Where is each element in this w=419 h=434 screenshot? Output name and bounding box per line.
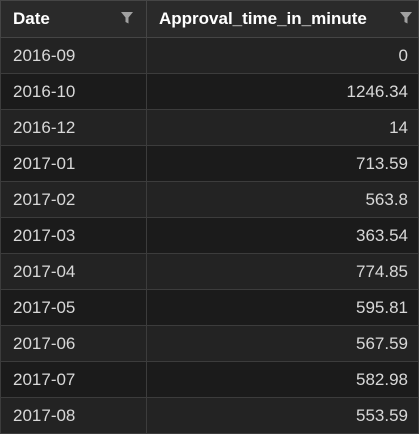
cell-date[interactable]: 2017-01 — [0, 145, 147, 182]
table-row[interactable]: 2017-06 567.59 — [0, 325, 419, 362]
filter-icon[interactable] — [120, 11, 134, 25]
cell-approval-time[interactable]: 713.59 — [146, 145, 419, 182]
cell-date[interactable]: 2017-08 — [0, 397, 147, 434]
cell-approval-time[interactable]: 563.8 — [146, 181, 419, 218]
column-header-label: Approval_time_in_minute — [159, 9, 367, 28]
cell-approval-time[interactable]: 595.81 — [146, 289, 419, 326]
cell-approval-time[interactable]: 1246.34 — [146, 73, 419, 110]
cell-approval-time[interactable]: 0 — [146, 37, 419, 74]
header-row: Date Approval_time_in_minute — [0, 0, 419, 38]
cell-date[interactable]: 2017-07 — [0, 361, 147, 398]
cell-date[interactable]: 2016-09 — [0, 37, 147, 74]
cell-approval-time[interactable]: 774.85 — [146, 253, 419, 290]
table-row[interactable]: 2017-07 582.98 — [0, 361, 419, 398]
cell-approval-time[interactable]: 553.59 — [146, 397, 419, 434]
cell-date[interactable]: 2017-02 — [0, 181, 147, 218]
table-row[interactable]: 2017-08 553.59 — [0, 397, 419, 434]
table-row[interactable]: 2016-10 1246.34 — [0, 73, 419, 110]
cell-date[interactable]: 2017-05 — [0, 289, 147, 326]
cell-approval-time[interactable]: 14 — [146, 109, 419, 146]
cell-date[interactable]: 2017-03 — [0, 217, 147, 254]
cell-approval-time[interactable]: 567.59 — [146, 325, 419, 362]
column-header-label: Date — [13, 9, 50, 28]
table-row[interactable]: 2017-04 774.85 — [0, 253, 419, 290]
cell-approval-time[interactable]: 363.54 — [146, 217, 419, 254]
column-header-date[interactable]: Date — [0, 0, 147, 38]
cell-date[interactable]: 2016-12 — [0, 109, 147, 146]
column-header-approval-time[interactable]: Approval_time_in_minute — [146, 0, 419, 38]
table-row[interactable]: 2017-01 713.59 — [0, 145, 419, 182]
filter-icon[interactable] — [399, 11, 413, 25]
cell-approval-time[interactable]: 582.98 — [146, 361, 419, 398]
table-row[interactable]: 2017-02 563.8 — [0, 181, 419, 218]
cell-date[interactable]: 2017-06 — [0, 325, 147, 362]
table-row[interactable]: 2017-03 363.54 — [0, 217, 419, 254]
cell-date[interactable]: 2017-04 — [0, 253, 147, 290]
cell-date[interactable]: 2016-10 — [0, 73, 147, 110]
table-row[interactable]: 2016-09 0 — [0, 37, 419, 74]
table-row[interactable]: 2017-05 595.81 — [0, 289, 419, 326]
table-row[interactable]: 2016-12 14 — [0, 109, 419, 146]
